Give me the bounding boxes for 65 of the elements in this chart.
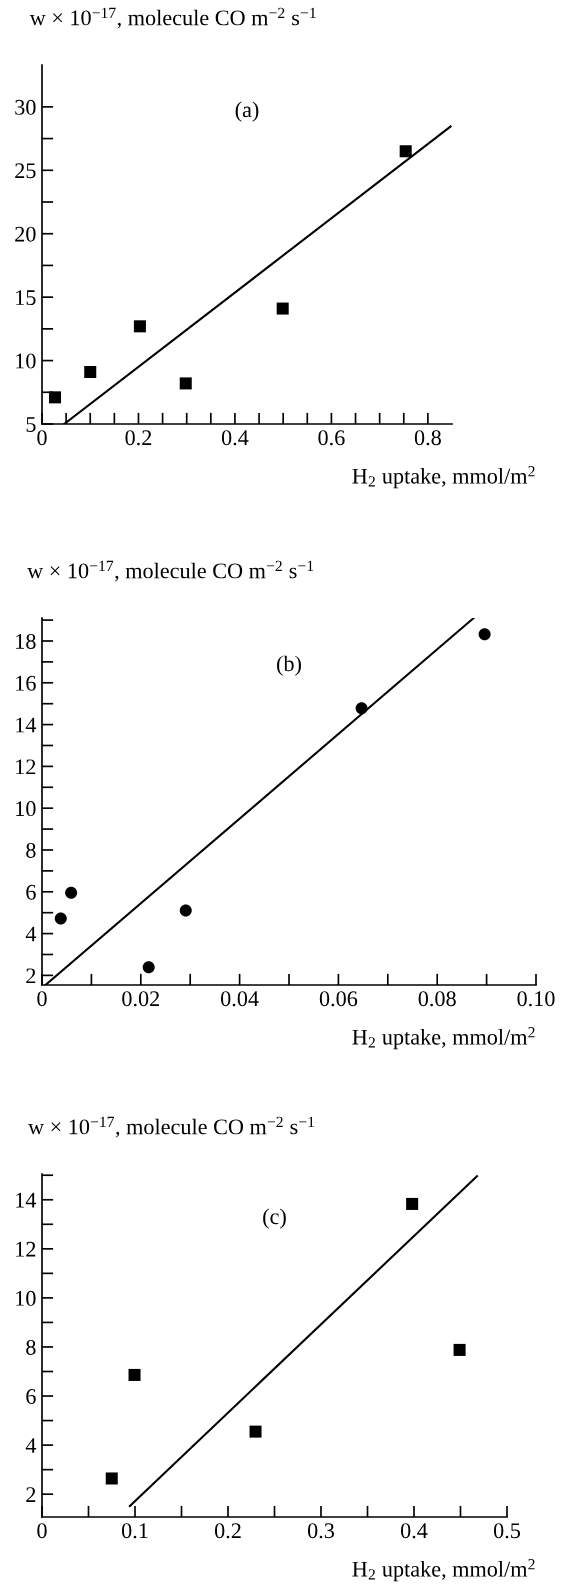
- y-tick-label: 30: [15, 99, 36, 115]
- x-tick-label: 0.8: [414, 430, 441, 446]
- point: [179, 377, 192, 390]
- y-tick-label: 2: [26, 968, 36, 984]
- point: [142, 961, 155, 974]
- x-axis-title: H$_{2}$ uptake, mmol/m$^{2}$: [352, 1027, 535, 1050]
- y-tick-label: 4: [25, 926, 37, 942]
- point: [453, 1343, 466, 1356]
- y-tick-label: 4: [25, 1438, 37, 1453]
- x-axis-title: H$_{2}$ uptake, mmol/m$^{2}$: [352, 1559, 535, 1582]
- y-tick-label: 10: [16, 353, 36, 369]
- point: [49, 391, 62, 404]
- point: [84, 365, 97, 378]
- point: [179, 904, 192, 917]
- x-tick-label: 0.5: [493, 1523, 521, 1539]
- point: [249, 1425, 262, 1438]
- x-tick-label: 0: [37, 1523, 47, 1539]
- x-tick-label: 0.04: [221, 991, 259, 1007]
- annotation: (c): [263, 1208, 286, 1229]
- point: [128, 1368, 141, 1381]
- point: [133, 320, 146, 333]
- y-tick-label: 10: [16, 801, 36, 817]
- x-tick-label: 0.02: [122, 991, 160, 1007]
- point: [406, 1197, 419, 1210]
- point: [65, 886, 78, 899]
- point: [478, 628, 491, 641]
- x-tick-label: 0.2: [214, 1523, 241, 1539]
- x-tick-label: 0.08: [418, 991, 456, 1007]
- x-tick-label: 0.6: [318, 430, 345, 446]
- y-tick-label: 25: [15, 163, 36, 179]
- x-tick-label: 0.4: [221, 430, 249, 446]
- y-tick-label: 12: [16, 1241, 36, 1257]
- y-tick-label: 18: [16, 633, 36, 649]
- x-axis-title: H$_{2}$ uptake, mmol/m$^{2}$: [352, 466, 535, 489]
- point: [105, 1472, 118, 1485]
- y-tick-label: 5: [26, 417, 36, 432]
- y-tick-label: 16: [16, 675, 36, 691]
- x-tick-label: 0.3: [307, 1523, 335, 1539]
- x-tick-label: 0.1: [121, 1523, 148, 1539]
- y-tick-label: 15: [16, 290, 36, 306]
- x-tick-label: 0.06: [319, 991, 358, 1007]
- y-tick-label: 10: [16, 1290, 36, 1306]
- x-tick-label: 0.10: [517, 991, 555, 1007]
- x-tick-label: 0: [37, 991, 47, 1007]
- point: [355, 702, 368, 715]
- x-tick-label: 0.2: [125, 430, 152, 446]
- y-tick-label: 12: [16, 759, 36, 775]
- y-axis-title: w × 10$^{−17}$, molecule CO m$^{−2}$ s$^{−1}$: [27, 560, 314, 582]
- annotation: (b): [277, 655, 301, 676]
- annotation: (a): [235, 101, 259, 122]
- y-tick-label: 8: [26, 842, 36, 858]
- y-tick-label: 14: [16, 1192, 37, 1208]
- point: [54, 912, 67, 925]
- x-tick-label: 0.4: [400, 1523, 428, 1539]
- x-tick-label: 0: [37, 430, 47, 446]
- y-tick-label: 6: [26, 884, 36, 900]
- point: [399, 145, 412, 158]
- y-tick-label: 6: [26, 1389, 36, 1404]
- y-tick-label: 8: [26, 1339, 36, 1355]
- point: [276, 302, 289, 315]
- y-tick-label: 2: [26, 1487, 36, 1502]
- y-tick-label: 20: [15, 226, 36, 242]
- y-axis-title: w × 10$^{−17}$, molecule CO m$^{−2}$ s$^{−1}$: [28, 1116, 315, 1138]
- y-tick-label: 14: [16, 717, 37, 733]
- y-axis-title: w × 10$^{−17}$, molecule CO m$^{−2}$ s$^{−1}$: [29, 7, 316, 29]
